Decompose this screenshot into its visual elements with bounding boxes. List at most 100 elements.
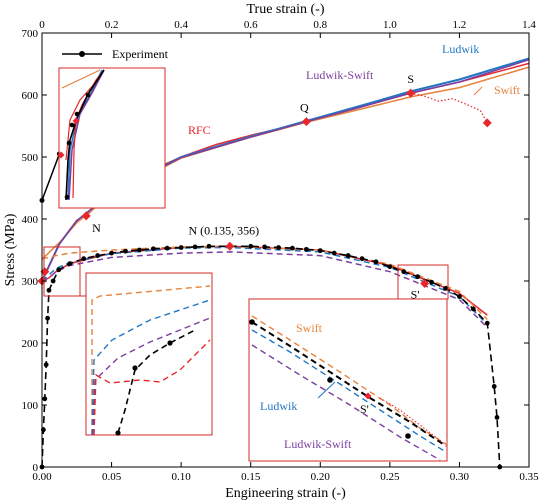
inset-eng-initial-zoom [85, 272, 213, 436]
x-bottom-tick-label: 0.15 [241, 471, 261, 483]
y-tick-label: 600 [22, 90, 39, 102]
x-bottom-tick-label: 0.35 [519, 471, 539, 483]
experiment-point [276, 245, 281, 250]
x-bottom-tick-label: 0.00 [32, 471, 52, 483]
y-tick-label: 0 [33, 462, 39, 474]
inset3-ludwik-swift [251, 344, 441, 461]
experiment-point [373, 259, 379, 265]
x-top-tick-label: 0.4 [174, 19, 188, 31]
annot-Q: Q [300, 101, 309, 115]
experiment-point [192, 244, 198, 250]
x-top-tick-label: 0.6 [244, 19, 258, 31]
inset1-exp-point [64, 194, 70, 200]
inset3-label-swift: Swift [296, 321, 323, 335]
x-top-tick-label: 1.0 [383, 19, 397, 31]
inset1-ludwik-swift [68, 69, 105, 201]
marker-eng [40, 267, 50, 277]
experiment-point [95, 253, 101, 258]
inset1-experiment [65, 69, 105, 201]
experiment-point [262, 244, 268, 250]
x-top-tick-label: 0 [39, 19, 45, 31]
marker-true [482, 118, 492, 128]
experiment-point [56, 267, 62, 273]
label-ludwik-swift: Ludwik-Swift [306, 68, 374, 82]
marker-true [81, 211, 91, 221]
x-top-tick-label: 1.4 [522, 19, 536, 31]
inset2-exp-point [115, 430, 121, 436]
inset3-ludwik-leader [317, 381, 336, 399]
inset2-exp-point [167, 340, 173, 346]
inset3-label-s-prime: S' [360, 402, 369, 416]
y-tick-label: 400 [22, 214, 39, 226]
x-bottom-tick-label: 0.10 [172, 471, 192, 483]
annot-S: S [407, 72, 414, 86]
fracture-dotted-path [410, 92, 488, 124]
true-curve-ludwik-swift [41, 58, 530, 282]
x-top-axis-label: True strain (-) [246, 2, 324, 17]
eng-curve-ludwik [41, 246, 488, 325]
experiment-point [206, 243, 212, 249]
experiment-point [290, 245, 295, 251]
x-bottom-tick-label: 0.05 [102, 471, 122, 483]
inset1-exp-point [66, 140, 72, 146]
experiment-point [137, 247, 142, 253]
inset2-exp-point [132, 365, 138, 371]
eng-curve-experiment [41, 245, 501, 468]
inset-eng-necking-zoom [248, 298, 448, 462]
experiment-point [491, 384, 497, 389]
label-rfc: RFC [188, 123, 211, 137]
experiment-point [415, 274, 421, 280]
annot-S-prime: S' [411, 287, 420, 301]
inset1-exp-point [74, 111, 80, 117]
experiment-point [248, 243, 254, 249]
inset3-label-ludwik-swift: Ludwik-Swift [284, 437, 352, 451]
x-bottom-tick-label: 0.20 [311, 471, 331, 483]
y-tick-label: 300 [22, 276, 39, 288]
x-top-tick-label: 0.2 [105, 19, 119, 31]
inset1-exp-point [85, 92, 91, 98]
experiment-point [331, 250, 337, 256]
experiment-point [401, 269, 407, 275]
x-top-tick-label: 1.2 [453, 19, 467, 31]
experiment-point [67, 261, 73, 267]
inset2-rfc [93, 339, 211, 436]
experiment-point [109, 250, 114, 256]
inset2-ludwik [91, 299, 211, 436]
inset3-ludwik [251, 329, 447, 453]
marker-eng [420, 278, 430, 288]
x-bottom-tick-label: 0.25 [380, 471, 400, 483]
experiment-point [443, 286, 448, 291]
y-tick-label: 100 [22, 400, 39, 412]
experiment-point [484, 320, 490, 326]
experiment-point [457, 294, 462, 299]
x-bottom-axis-label: Engineering strain (-) [225, 486, 346, 501]
marker-true [301, 117, 311, 127]
eng-curve-swift [41, 245, 488, 320]
inset2-ludwik-swift [92, 317, 211, 436]
inset-source-box-left [43, 246, 81, 297]
inset3-label-ludwik: Ludwik [260, 399, 297, 413]
eng-curve-ludwik-swift [41, 251, 488, 329]
experiment-point [46, 287, 52, 293]
inset1-swift [61, 69, 101, 89]
inset1-marker [57, 151, 65, 159]
annot-N-eng: N (0.135, 356) [189, 223, 260, 237]
inset2-experiment [117, 329, 196, 434]
label-swift: Swift [494, 83, 521, 97]
experiment-point [164, 245, 170, 251]
inset3-exp-point [327, 377, 333, 383]
y-tick-label: 700 [22, 28, 39, 40]
x-bottom-tick-label: 0.30 [450, 471, 470, 483]
experiment-point [43, 362, 49, 368]
experiment-point [42, 396, 48, 402]
label-ludwik: Ludwik [442, 42, 479, 56]
inset-true-strain-zoom [58, 67, 166, 209]
experiment-point [317, 248, 323, 254]
inset3-exp-point [249, 319, 255, 325]
y-tick-label: 200 [22, 338, 39, 350]
swift-leader [473, 86, 483, 96]
x-top-tick-label: 0.8 [313, 19, 327, 31]
marker-eng [225, 241, 235, 251]
